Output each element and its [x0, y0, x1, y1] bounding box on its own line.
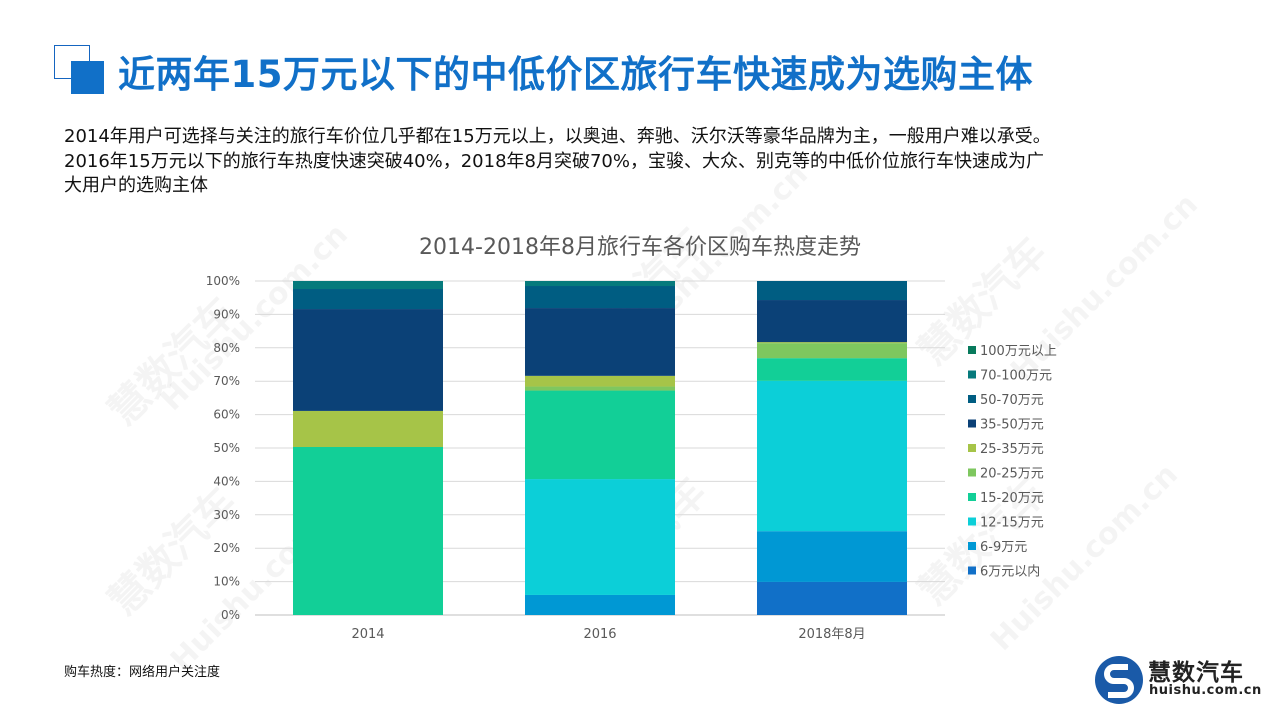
x-tick-label: 2014	[351, 627, 384, 642]
legend-label: 12-15万元	[980, 516, 1044, 531]
bar-segment	[757, 342, 907, 344]
y-tick-label: 60%	[213, 408, 240, 422]
bar-segment	[293, 281, 443, 290]
legend-swatch	[968, 493, 976, 501]
legend-swatch	[968, 395, 976, 403]
y-tick-label: 70%	[213, 374, 240, 388]
legend-swatch	[968, 517, 976, 526]
bar-segment	[525, 375, 675, 387]
y-tick-label: 40%	[213, 474, 240, 488]
bar-segment	[525, 390, 675, 480]
y-tick-label: 0%	[221, 608, 240, 622]
legend-label: 100万元以上	[980, 344, 1057, 359]
y-tick-label: 100%	[206, 274, 240, 288]
bar-segment	[757, 380, 907, 532]
bar-segment	[757, 281, 907, 301]
page-title: 近两年15万元以下的中低价区旅行车快速成为选购主体	[118, 53, 1033, 96]
y-tick-label: 80%	[213, 341, 240, 355]
bar-segment	[757, 581, 907, 615]
bar-segment	[525, 281, 675, 287]
legend-swatch	[968, 468, 976, 477]
y-tick-label: 30%	[213, 508, 240, 522]
legend-label: 25-35万元	[980, 442, 1044, 457]
legend-swatch	[968, 370, 976, 379]
legend-swatch	[968, 542, 976, 550]
legend-swatch	[968, 444, 976, 452]
x-tick-label: 2016	[583, 627, 616, 642]
bar-segment	[525, 594, 675, 615]
bar-segment	[757, 358, 907, 381]
intro-text: 2014年用户可选择与关注的旅行车价位几乎都在15万元以上，以奥迪、奔驰、沃尔沃…	[64, 125, 1244, 199]
y-tick-label: 50%	[213, 441, 240, 455]
legend-swatch	[968, 566, 976, 575]
legend-label: 50-70万元	[980, 393, 1044, 408]
y-tick-label: 10%	[213, 575, 240, 589]
bar-segment	[757, 531, 907, 582]
legend-label: 35-50万元	[980, 418, 1044, 433]
bar-segment	[293, 289, 443, 310]
legend-label: 15-20万元	[980, 491, 1044, 506]
chart-title: 2014-2018年8月旅行车各价区购车热度走势	[419, 235, 861, 260]
legend-label: 6万元以内	[980, 564, 1040, 580]
legend-swatch	[968, 346, 976, 354]
logo: 慧数汽车 huishu.com.cn	[1094, 653, 1261, 707]
bar-segment	[525, 479, 675, 595]
bar-segment	[293, 446, 443, 615]
bar-segment	[293, 410, 443, 447]
legend-label: 6-9万元	[980, 540, 1027, 555]
logo-url: huishu.com.cn	[1149, 683, 1262, 698]
logo-icon	[1095, 656, 1143, 704]
source-note: 购车热度：网络用户关注度	[64, 665, 221, 680]
intro-line: 2016年15万元以下的旅行车热度快速突破40%，2018年8月突破70%，宝骏…	[64, 150, 1044, 172]
y-tick-label: 20%	[213, 541, 240, 555]
bar-segment	[293, 309, 443, 411]
x-tick-label: 2018年8月	[798, 627, 865, 642]
bar-segment	[525, 308, 675, 376]
bar-segment	[525, 386, 675, 391]
legend-label: 20-25万元	[980, 467, 1044, 482]
intro-line: 大用户的选购主体	[64, 175, 208, 196]
legend-swatch	[968, 419, 976, 428]
legend-label: 70-100万元	[980, 369, 1052, 384]
bar-segment	[757, 343, 907, 359]
bar-segment	[525, 286, 675, 309]
title-decoration	[71, 61, 104, 94]
logo-name: 慧数汽车	[1148, 660, 1244, 686]
y-tick-label: 90%	[213, 307, 240, 321]
bar-segment	[757, 300, 907, 343]
intro-line: 2014年用户可选择与关注的旅行车价位几乎都在15万元以上，以奥迪、奔驰、沃尔沃…	[64, 126, 1051, 147]
